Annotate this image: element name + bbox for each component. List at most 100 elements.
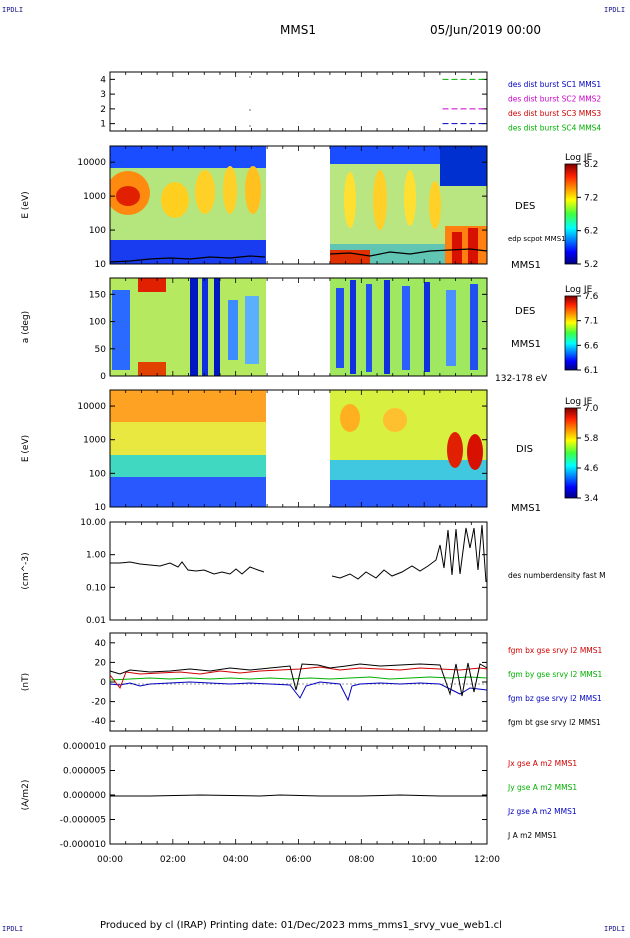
des-energy-hotspot (223, 166, 237, 214)
panel-burst-segments (442, 78, 487, 125)
burst-legend-entry: des dist burst SC3 MMS3 (508, 109, 601, 118)
y-tick-label: 100 (89, 226, 106, 236)
burst-legend-entry: des dist burst SC1 MMS1 (508, 80, 601, 89)
des-pitch-band (112, 290, 130, 370)
y-axis-label: (nT) (21, 673, 31, 691)
burst-dot (249, 109, 251, 111)
des-pitch-band (245, 296, 259, 364)
y-tick-label: 10.00 (80, 518, 106, 528)
current-series-line (110, 794, 487, 797)
des-energy-region (440, 146, 487, 186)
colorbar-tick-label: 6.6 (584, 341, 599, 351)
des-energy-hotspot (344, 172, 356, 228)
footer-text: Produced by cl (IRAP) Printing date: 01/… (100, 920, 502, 931)
x-tick-label: 06:00 (286, 855, 312, 865)
panel-density-frame (109, 521, 488, 621)
y-tick-label: 2 (100, 105, 106, 115)
des-pitch-spacecraft: MMS1 (511, 339, 541, 350)
bfield-series-bz (109, 681, 488, 702)
bfield-series-bt (109, 662, 488, 697)
des-pitch-band (228, 300, 238, 360)
y-axis-label: (cm^-3) (21, 552, 31, 589)
des-pitch-band (138, 278, 166, 292)
page-date: 05/Jun/2019 00:00 (430, 23, 541, 37)
bfield-series-by (109, 676, 488, 681)
y-tick-label: 0.000010 (63, 742, 106, 752)
y-tick-label: 0 (100, 372, 106, 382)
colorbar-title: Log JE (565, 153, 593, 163)
current-legend-entry: J A m2 MMS1 (507, 831, 557, 840)
current-legend-entry: Jx gse A m2 MMS1 (507, 759, 577, 768)
y-tick-label: -0.000010 (60, 840, 106, 850)
des-energy-scpot-line (329, 248, 487, 257)
dis-energy-data-gap (266, 390, 330, 507)
dis-energy-heatmap (110, 390, 487, 507)
des-pitch-heatmap (110, 278, 487, 376)
y-tick-label: 150 (89, 290, 106, 300)
panel-density-y-axis: 0.01 0.10 1.00 10.00 (cm^-3) (21, 518, 487, 626)
des-pitch-band (384, 280, 390, 374)
y-tick-label: -20 (91, 698, 106, 708)
colorbar-title: Log JE (565, 397, 593, 407)
corner-label-bottom-left: IPDLI (2, 925, 23, 933)
des-energy-region (110, 146, 266, 168)
corner-label-top-right: IPDLI (604, 6, 625, 14)
x-tick-label: 02:00 (160, 855, 186, 865)
des-energy-hotspot (161, 182, 189, 218)
des-pitch-region (110, 278, 266, 376)
colorbar-gradient (564, 163, 578, 265)
x-tick-label: 12:00 (474, 855, 500, 865)
panel-des-energy: 10 100 1000 10000 E (eV) (21, 145, 488, 270)
y-tick-label: 1 (100, 120, 106, 130)
des-pitch-band (350, 280, 356, 374)
burst-dot (249, 125, 251, 127)
y-tick-label: 10 (95, 260, 107, 270)
corner-label-top-left: IPDLI (2, 6, 23, 14)
density-legend-entry: des numberdensity fast M (508, 571, 606, 580)
panel-burst-frame (109, 71, 488, 132)
colorbar-tick-label: 7.0 (584, 404, 599, 414)
des-energy-region (445, 226, 487, 264)
des-pitch-band (138, 362, 166, 376)
y-tick-label: 10 (95, 503, 107, 513)
des-pitch-band (446, 290, 456, 366)
des-energy-hotspot (468, 228, 478, 264)
y-tick-label: 100 (89, 318, 106, 328)
colorbar-gradient (564, 295, 578, 371)
y-tick-label: 100 (89, 469, 106, 479)
y-tick-label: 4 (100, 75, 106, 85)
panel-bfield: 40 20 0 -20 -40 (nT) (21, 632, 488, 732)
des-energy-hotspot (373, 170, 387, 230)
des-energy-hotspot (404, 170, 416, 226)
y-tick-label: -0.000005 (60, 816, 106, 826)
panel-burst-legend: des dist burst SC1 MMS1 des dist burst SC… (508, 80, 601, 133)
panel-des-pitch-y-axis: 0 50 100 150 a (deg) (21, 290, 487, 382)
des-energy-heatmap (110, 146, 487, 264)
bfield-legend-entry: fgm bz gse srvy l2 MMS1 (508, 694, 602, 703)
bfield-legend-entry: fgm bt gse srvy l2 MMS1 (508, 718, 601, 727)
colorbar-tick-label: 5.8 (584, 434, 599, 444)
y-tick-label: 0.000000 (63, 791, 106, 801)
panel-dis-energy: 10 100 1000 10000 E (eV) (21, 389, 488, 513)
dis-energy-hotspot (447, 432, 463, 468)
corner-label-bottom-right: IPDLI (604, 925, 625, 933)
des-pitch-band (202, 278, 208, 376)
y-tick-label: 0.10 (86, 583, 106, 593)
y-tick-label: 40 (95, 639, 107, 649)
colorbar-tick-label: 8.2 (584, 160, 598, 170)
burst-legend-entry: des dist burst SC2 MMS2 (508, 95, 601, 104)
panel-des-pitch: 0 50 100 150 a (deg) (21, 277, 488, 382)
panel-bfield-y-axis: 40 20 0 -20 -40 (nT) (21, 639, 487, 727)
colorbar-tick-label: 6.2 (584, 227, 598, 237)
y-tick-label: 0.000005 (63, 767, 106, 777)
dis-energy-hotspot (467, 434, 483, 470)
x-tick-label: 10:00 (411, 855, 437, 865)
des-pitch-band (470, 284, 478, 370)
des-pitch-label: DES (515, 306, 535, 317)
panel-burst-y-axis: 1 2 3 4 (100, 75, 487, 130)
des-pitch-band (214, 278, 220, 376)
y-tick-label: 50 (95, 345, 107, 355)
colorbar-tick-label: 7.1 (584, 317, 598, 327)
bfield-series-bx (109, 666, 488, 690)
